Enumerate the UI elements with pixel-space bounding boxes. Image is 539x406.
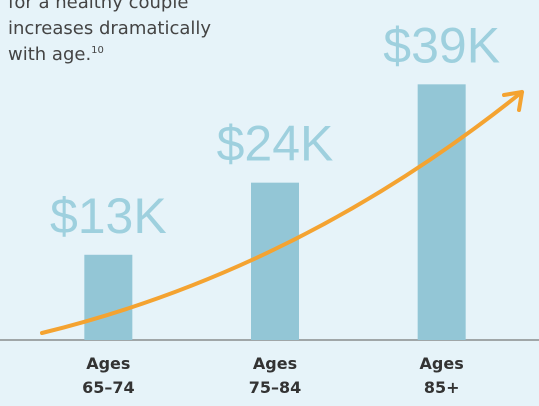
value-label: $24K: [217, 116, 334, 172]
bar: [251, 182, 299, 340]
value-label: $13K: [50, 188, 167, 244]
annotation-line: for a healthy couple: [8, 0, 189, 13]
trend-arrow: [40, 90, 524, 335]
bar: [84, 254, 133, 340]
annotation-line: increases dramatically: [8, 18, 212, 39]
footnote-ref: 10: [91, 45, 104, 56]
x-tick-label: Ages 85+: [419, 354, 464, 397]
x-tick-label: Ages 65–74: [82, 354, 135, 397]
bar: [417, 84, 466, 340]
value-label: $39K: [383, 17, 500, 73]
arrow-head: [502, 90, 524, 112]
annotation-line: with age.10: [8, 44, 104, 65]
x-tick-label: Ages 75–84: [248, 354, 302, 397]
